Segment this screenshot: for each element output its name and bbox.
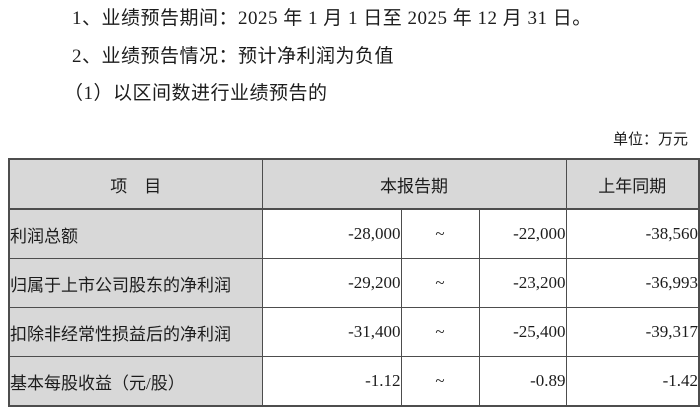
unit-label-row: 单位：万元 — [0, 131, 700, 149]
paragraph-range-method: （1）以区间数进行业绩预告的 — [64, 83, 328, 104]
range-tilde: ~ — [400, 208, 480, 259]
range-high-value: -22,000 — [478, 208, 567, 259]
row-label: 利润总额 — [8, 208, 263, 259]
paragraph-forecast-situation: 2、业绩预告情况：预计净利润为负值 — [72, 46, 395, 67]
prior-year-value: -38,560 — [565, 208, 700, 259]
table-row-net-profit-excluding-nonrecurring: 扣除非经常性损益后的净利润 -31,400 ~ -25,400 -39,317 — [8, 307, 700, 357]
range-high-value: -25,400 — [478, 307, 567, 357]
table-row-basic-eps: 基本每股收益（元/股） -1.12 ~ -0.89 -1.42 — [8, 356, 700, 407]
row-label: 扣除非经常性损益后的净利润 — [8, 307, 263, 357]
paragraph-forecast-period: 1、业绩预告期间：2025 年 1 月 1 日至 2025 年 12 月 31 … — [72, 8, 592, 29]
unit-label: 单位：万元 — [612, 132, 688, 148]
column-header-current-period: 本报告期 — [261, 158, 567, 210]
table-header-row: 项 目 本报告期 上年同期 — [8, 158, 700, 210]
range-tilde: ~ — [400, 307, 480, 357]
column-header-item: 项 目 — [8, 158, 263, 210]
range-high-value: -0.89 — [478, 356, 567, 407]
range-low-value: -1.12 — [261, 356, 402, 407]
range-low-value: -28,000 — [261, 208, 402, 259]
range-high-value: -23,200 — [478, 258, 567, 308]
intro-text-block: 1、业绩预告期间：2025 年 1 月 1 日至 2025 年 12 月 31 … — [0, 0, 700, 105]
range-tilde: ~ — [400, 356, 480, 407]
table-row-net-profit-attributable: 归属于上市公司股东的净利润 -29,200 ~ -23,200 -36,993 — [8, 258, 700, 308]
table-row-total-profit: 利润总额 -28,000 ~ -22,000 -38,560 — [8, 208, 700, 259]
prior-year-value: -1.42 — [565, 356, 700, 407]
row-label: 基本每股收益（元/股） — [8, 356, 263, 407]
column-header-prior-period: 上年同期 — [565, 158, 700, 210]
range-low-value: -31,400 — [261, 307, 402, 357]
range-low-value: -29,200 — [261, 258, 402, 308]
range-tilde: ~ — [400, 258, 480, 308]
prior-year-value: -36,993 — [565, 258, 700, 308]
row-label: 归属于上市公司股东的净利润 — [8, 258, 263, 308]
forecast-table: 项 目 本报告期 上年同期 利润总额 -28,000 ~ -22,000 -38… — [8, 158, 700, 407]
prior-year-value: -39,317 — [565, 307, 700, 357]
